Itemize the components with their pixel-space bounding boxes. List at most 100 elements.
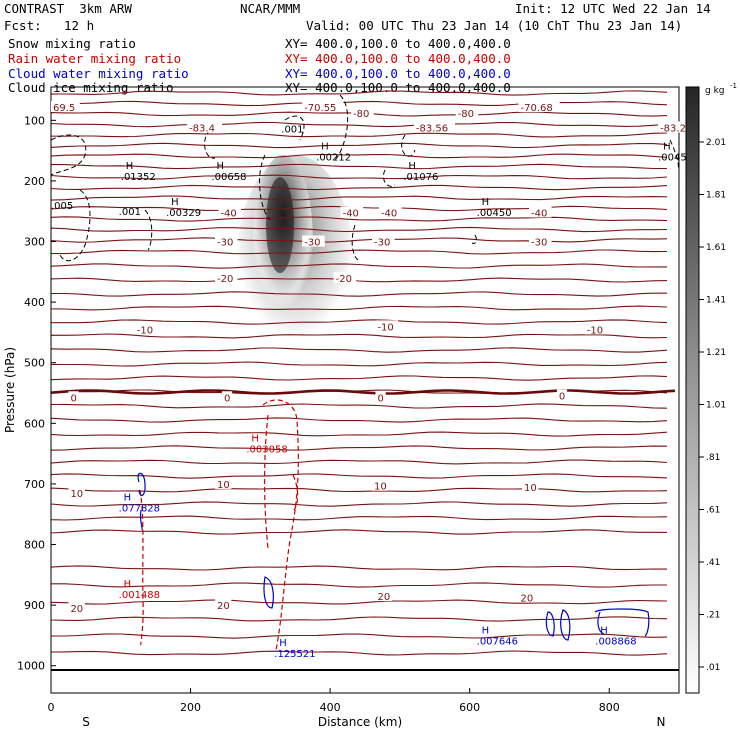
colorbar-tick-label: 1.61	[706, 243, 726, 253]
y-tick-label: 400	[24, 296, 45, 309]
isotherm-line	[51, 263, 667, 269]
isotherm-label-bg	[333, 271, 357, 283]
isotherm-label-bg	[351, 107, 374, 119]
isotherm-line	[51, 100, 668, 107]
maximum-value: .008868	[595, 637, 636, 648]
center-title: NCAR/MMM	[240, 1, 301, 16]
maximum-marker: H	[279, 638, 287, 649]
isotherm-line	[51, 403, 668, 409]
isotherm-line	[51, 599, 668, 605]
isotherm-label: 20	[217, 601, 230, 612]
maximum-value: .001	[119, 207, 141, 218]
y-tick-label: 1000	[17, 660, 45, 673]
maximum-value: .007646	[477, 637, 518, 648]
isotherm-label: -10	[377, 322, 393, 333]
isotherm-label: 20	[70, 604, 83, 615]
y-tick-label: 200	[24, 175, 45, 188]
y-tick-label: 600	[24, 417, 45, 430]
isotherm-label: 0	[559, 391, 565, 402]
field-name-snow: Snow mixing ratio	[8, 36, 136, 51]
x-tick-label: 200	[180, 701, 201, 714]
maxima-labels: H.01352H.00658H.00212H.01076H.00329H.004…	[51, 125, 687, 660]
valid-time: Valid: 00 UTC Thu 23 Jan 14 (10 ChT Thu …	[306, 18, 683, 33]
isotherm-label-bg	[375, 391, 386, 403]
isotherm-label-bg	[375, 320, 399, 332]
isotherm-label-bg	[218, 206, 242, 218]
maximum-marker: H	[251, 434, 259, 445]
x-end-label-south: S	[82, 715, 90, 729]
isotherm-line	[51, 361, 668, 367]
y-tick-label: 500	[24, 357, 45, 370]
maximum-value: .0045	[658, 152, 687, 163]
isotherm-label-bg	[68, 602, 85, 614]
colorbar-tick-label: .61	[706, 506, 720, 516]
isotherm-line	[51, 132, 668, 138]
maximum-marker: H	[663, 141, 671, 152]
colorbar-tick-label: 1.41	[706, 296, 726, 306]
isotherm-label-bg	[528, 235, 552, 247]
isotherm-label: 0	[224, 393, 230, 404]
maximum-value: .001488	[119, 590, 160, 601]
isotherm-line	[51, 142, 668, 149]
isotherm-line	[51, 249, 668, 255]
y-tick-label: 700	[24, 478, 45, 491]
isotherm-label-bg	[302, 100, 344, 112]
isotherm-label: -20	[217, 274, 233, 285]
x-axis-title: Distance (km)	[318, 715, 402, 729]
maximum-value: .00450	[477, 208, 512, 219]
x-tick-label: 600	[459, 701, 480, 714]
isotherm-label-bg	[371, 479, 389, 491]
field-name-rain: Rain water mixing ratio	[8, 51, 182, 66]
maximum-marker: H	[124, 579, 132, 590]
y-axis-title: Pressure (hPa)	[3, 347, 17, 433]
axes: 0 200 400 600 800100200300400500600700800900…	[17, 114, 620, 714]
isotherm-label-bg	[214, 235, 238, 247]
fcst-label: Fcst:	[4, 18, 42, 33]
isotherm-label: -40	[220, 208, 236, 219]
init-time: Init: 12 UTC Wed 22 Jan 14	[515, 1, 711, 16]
colorbar-tick-label: .21	[706, 611, 720, 621]
maximum-marker: H	[216, 161, 224, 172]
colorbar-unit-exponent: -1	[730, 82, 737, 90]
isotherm-line	[51, 347, 668, 353]
temperature-isotherms	[51, 90, 676, 656]
isotherm-line	[51, 291, 667, 297]
isotherm-line	[51, 184, 668, 191]
isotherm-label: -83.56	[416, 124, 448, 135]
isotherm-line	[51, 237, 668, 243]
isotherm-label-bg	[522, 480, 539, 492]
isotherm-label-bg	[518, 591, 535, 603]
cloud-ice-contours	[51, 94, 679, 262]
isotherm-label: 0	[377, 393, 383, 404]
contour-labels: 69.5 -70.55 -70.68 -80 -80 -83.4 -83.56 -83.26 -…	[51, 100, 700, 615]
x-tick-label: 400	[320, 701, 341, 714]
maximum-marker: H	[482, 197, 490, 208]
isotherm-line	[51, 153, 668, 159]
isotherm-label: 10	[524, 483, 537, 494]
colorbar-tick-label: .01	[706, 663, 720, 673]
isotherm-line	[51, 650, 668, 656]
isotherm-label: -10	[587, 325, 603, 336]
isotherm-line	[51, 473, 668, 479]
isotherm-label-bg	[68, 391, 79, 403]
isotherm-label: -40	[381, 208, 397, 219]
isotherm-label: -80	[458, 109, 474, 120]
rain-water-contours	[139, 399, 299, 651]
isotherm-line	[51, 163, 667, 170]
isotherm-line	[51, 305, 668, 311]
isotherm-line	[51, 565, 668, 571]
maximum-marker: H	[482, 626, 490, 637]
cloud-water-contours	[137, 472, 650, 641]
isotherm-line	[51, 487, 668, 493]
isotherm-label-bg	[134, 323, 158, 335]
field-xy-rain: XY= 400.0,100.0 to 400.0,400.0	[285, 51, 511, 66]
colorbar: 2.011.811.611.411.211.01.81.61.41.21.01 …	[685, 82, 737, 694]
isotherm-label: 0	[70, 393, 76, 404]
colorbar-ticks: 2.01 1.81 1.61 1.41 1.21 1.01 .81 .61 .41 .21 .01	[699, 138, 726, 673]
maximum-value: .003058	[246, 445, 287, 456]
colorbar-tick-label: 1.01	[706, 401, 726, 411]
colorbar-ramp	[685, 86, 700, 694]
isotherm-line	[51, 616, 668, 622]
maximum-marker: H	[126, 161, 134, 172]
isotherm-label: 20	[521, 593, 534, 604]
